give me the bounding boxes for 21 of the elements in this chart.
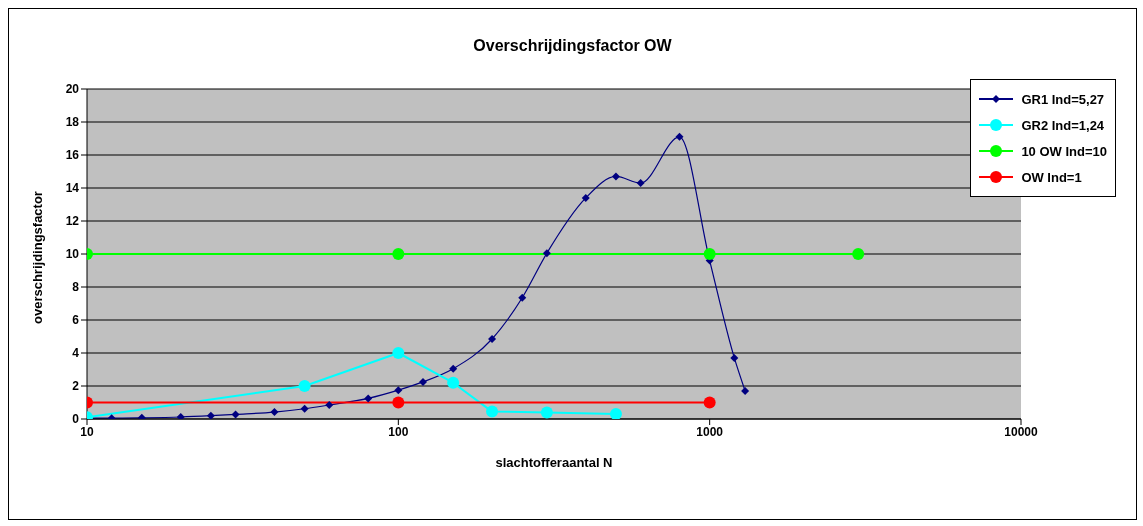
x-tick-label: 10000 [1004, 424, 1039, 439]
x-axis-title: slachtofferaantal N [495, 455, 613, 470]
y-tick-label: 20 [65, 82, 80, 97]
legend-label: GR2 Ind=1,24 [1021, 117, 1105, 133]
y-tick-label: 18 [65, 115, 80, 130]
y-axis-title: overschrijdingsfactor [29, 191, 45, 324]
legend-label: 10 OW Ind=10 [1021, 143, 1107, 159]
y-tick-label: 16 [65, 148, 80, 163]
y-tick-label: 6 [72, 313, 80, 328]
legend-label: GR1 Ind=5,27 [1021, 91, 1105, 107]
y-tick-label: 14 [65, 181, 80, 196]
y-tick-label: 0 [72, 412, 80, 427]
legend-label: OW Ind=1 [1021, 169, 1082, 185]
x-tick-label: 100 [388, 424, 409, 439]
y-tick-label: 4 [72, 346, 80, 361]
y-tick-label: 12 [65, 214, 80, 229]
x-tick-label: 1000 [696, 424, 724, 439]
chart-title: Overschrijdingsfactor OW [472, 37, 673, 55]
y-tick-label: 10 [65, 247, 80, 262]
y-tick-label: 2 [72, 379, 80, 394]
y-tick-label: 8 [72, 280, 80, 295]
